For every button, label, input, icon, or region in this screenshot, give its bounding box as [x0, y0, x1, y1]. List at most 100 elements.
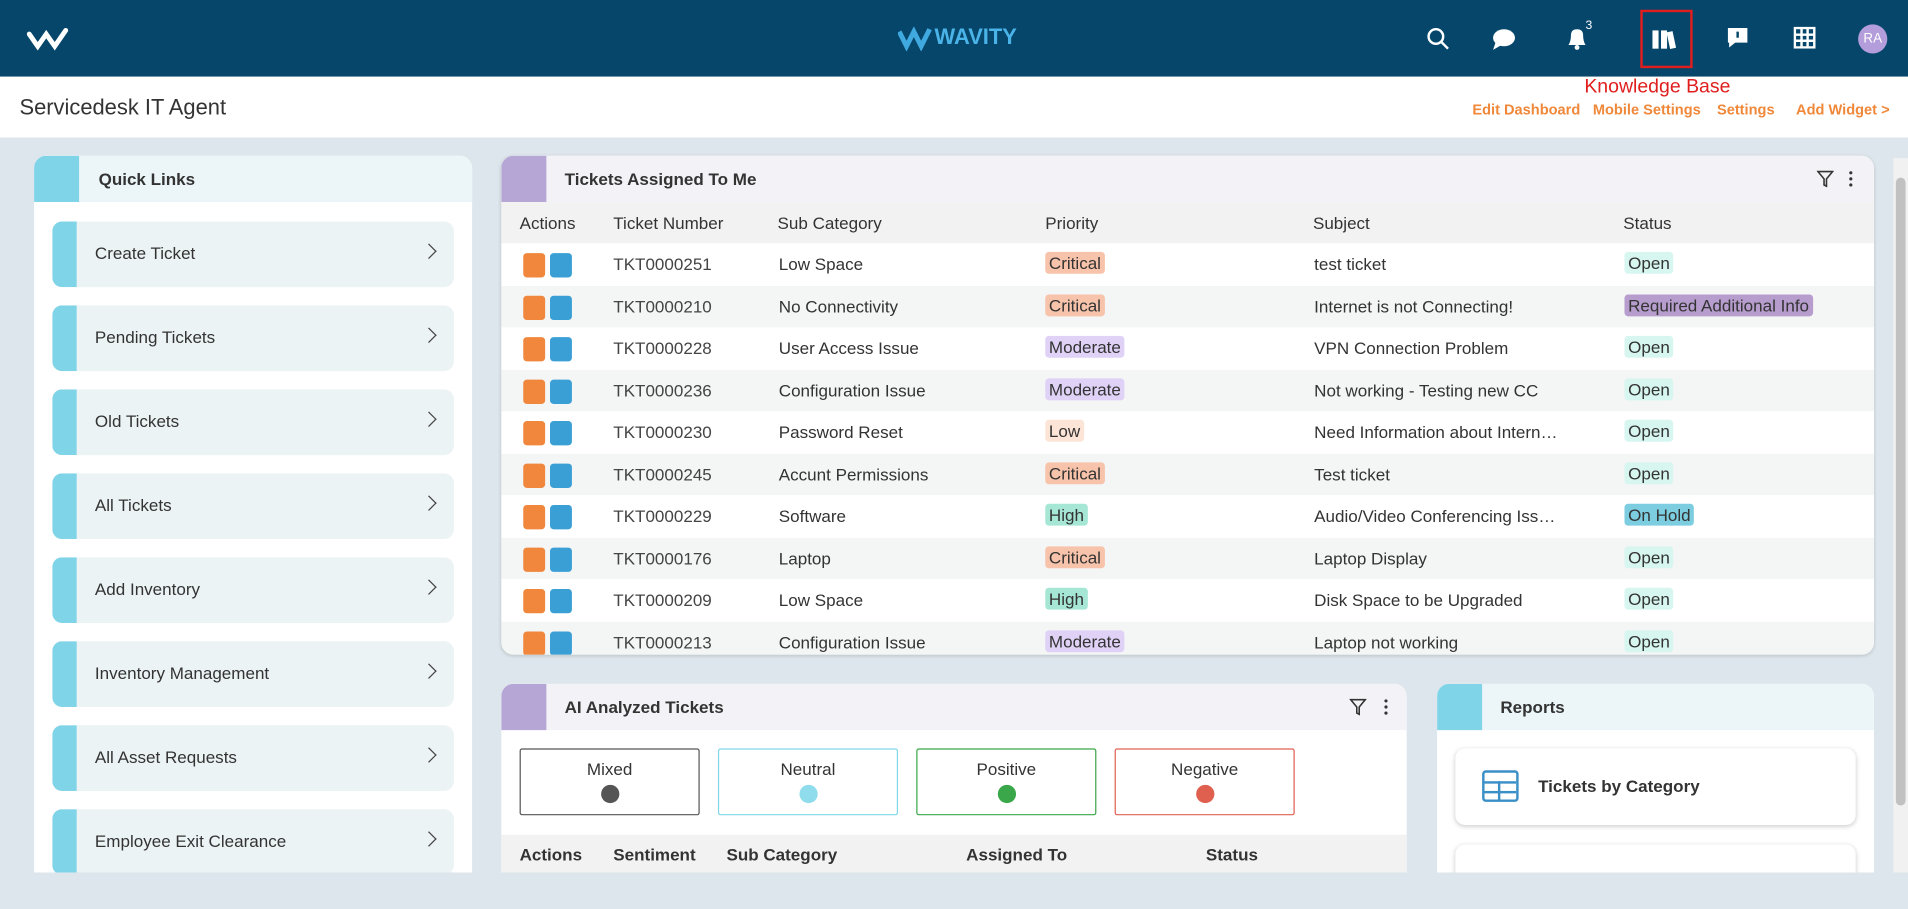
edit-button[interactable] [523, 546, 546, 572]
report-card[interactable]: Tickets by Category [1455, 748, 1856, 826]
edit-button[interactable] [523, 253, 546, 278]
filter-icon[interactable] [1349, 698, 1367, 716]
ticket-number[interactable]: TKT0000213 [613, 632, 712, 652]
column-header: Sentiment [613, 844, 696, 864]
reports-panel: Reports Tickets by Category [1437, 683, 1874, 891]
report-icon [1482, 770, 1519, 802]
sentiment-label: Positive [976, 759, 1037, 779]
status: On Hold [1624, 503, 1695, 526]
status: Open [1624, 545, 1674, 568]
ticket-number[interactable]: TKT0000251 [613, 254, 712, 274]
header-link[interactable]: Settings [1716, 100, 1775, 119]
ticket-number[interactable]: TKT0000236 [613, 380, 712, 400]
view-button[interactable] [550, 295, 572, 320]
panel-title: Reports [1500, 697, 1565, 717]
filter-icon[interactable] [1816, 170, 1834, 188]
feedback-icon[interactable] [1725, 26, 1749, 50]
status: Open [1624, 587, 1674, 610]
apps-icon[interactable] [1793, 26, 1816, 49]
edit-button[interactable] [523, 504, 546, 530]
view-button[interactable] [550, 421, 572, 446]
status: Open [1624, 335, 1674, 358]
subject: test ticket [1314, 254, 1387, 274]
sentiment-label: Mixed [586, 759, 633, 779]
link-label: All Tickets [94, 495, 172, 515]
table-row: TKT0000229 Software High Audio/Video Confer… [501, 495, 1874, 538]
header-link[interactable]: Mobile Settings [1592, 100, 1701, 119]
sub-category: Laptop [778, 548, 831, 568]
header-link[interactable]: Edit Dashboard [1472, 100, 1581, 119]
view-button[interactable] [550, 337, 572, 362]
view-button[interactable] [550, 630, 572, 655]
bell-icon[interactable] [1565, 26, 1589, 53]
top-bar: WAVITY 3 RA [0, 0, 1908, 77]
scrollbar[interactable] [1893, 158, 1908, 873]
knowledge-base-icon[interactable] [1651, 27, 1678, 51]
avatar[interactable]: RA [1858, 24, 1888, 54]
status: Open [1624, 377, 1674, 400]
sentiment-filter[interactable]: Negative [1114, 748, 1295, 816]
brand-icon [898, 26, 932, 52]
edit-button[interactable] [523, 463, 546, 488]
chevron [421, 663, 437, 679]
home-logo[interactable] [26, 27, 76, 51]
quick-link[interactable]: Add Inventory [52, 557, 454, 624]
ticket-number[interactable]: TKT0000209 [613, 590, 712, 610]
sentiment-filter[interactable]: Mixed [519, 748, 700, 816]
tickets-panel: Tickets Assigned To Me Actions Ticket Num… [501, 155, 1874, 655]
view-button[interactable] [550, 463, 572, 488]
quick-link[interactable]: All Asset Requests [52, 725, 454, 791]
edit-button[interactable] [523, 630, 546, 655]
ticket-number[interactable]: TKT0000229 [613, 506, 712, 526]
quick-link[interactable]: Old Tickets [52, 389, 454, 456]
edit-button[interactable] [523, 379, 546, 404]
menu-icon[interactable] [1847, 170, 1854, 187]
sub-category: Accunt Permissions [778, 464, 929, 484]
ticket-number[interactable]: TKT0000176 [613, 548, 712, 568]
table-header [501, 834, 1407, 874]
sentiment-filter[interactable]: Neutral [717, 748, 899, 816]
view-button[interactable] [550, 588, 572, 614]
edit-button[interactable] [523, 337, 546, 362]
ticket-number[interactable]: TKT0000228 [613, 338, 712, 358]
edit-button[interactable] [523, 588, 546, 614]
quick-link[interactable]: Employee Exit Clearance [52, 809, 454, 875]
edit-button[interactable] [523, 295, 546, 320]
view-button[interactable] [550, 546, 572, 572]
column-header: Subject [1312, 212, 1370, 233]
chat-icon[interactable] [1491, 27, 1518, 51]
status: Required Additional Info [1624, 293, 1813, 316]
link-tab [52, 389, 77, 456]
ticket-number[interactable]: TKT0000210 [613, 296, 712, 316]
quick-link[interactable]: Pending Tickets [52, 305, 454, 372]
page-header: Servicedesk IT Agent Knowledge Base Edit… [0, 76, 1908, 138]
link-tab [52, 809, 77, 875]
table-row: TKT0000236 Configuration Issue Moderate Not… [501, 369, 1874, 412]
view-button[interactable] [550, 253, 572, 278]
column-header: Actions [519, 212, 576, 233]
link-tab [52, 557, 77, 624]
highlight-label: Knowledge Base [1584, 76, 1731, 98]
table-row: TKT0000210 No Connectivity Critical Interne… [501, 285, 1874, 328]
brand-name: WAVITY [934, 24, 1017, 49]
search-icon[interactable] [1426, 27, 1450, 51]
link-tab [52, 725, 77, 791]
table-row: TKT0000228 User Access Issue Moderate VPN C… [501, 327, 1874, 370]
chevron [421, 411, 437, 427]
sentiment-filter[interactable]: Positive [916, 748, 1097, 816]
ticket-number[interactable]: TKT0000245 [613, 464, 712, 484]
edit-button[interactable] [523, 421, 546, 446]
quick-link[interactable]: Create Ticket [52, 221, 454, 288]
ticket-number[interactable]: TKT0000230 [613, 422, 712, 442]
view-button[interactable] [550, 504, 572, 530]
quick-link[interactable]: All Tickets [52, 473, 454, 540]
link-label: Inventory Management [94, 663, 270, 683]
menu-icon[interactable] [1382, 698, 1389, 715]
panel-tab [501, 683, 547, 731]
header-link[interactable]: Add Widget > [1796, 100, 1890, 119]
quick-link[interactable]: Inventory Management [52, 641, 454, 707]
view-button[interactable] [550, 379, 572, 404]
ai-panel: AI Analyzed Tickets Mixed Neutral Positive… [501, 683, 1407, 891]
scroll-thumb[interactable] [1895, 177, 1906, 806]
